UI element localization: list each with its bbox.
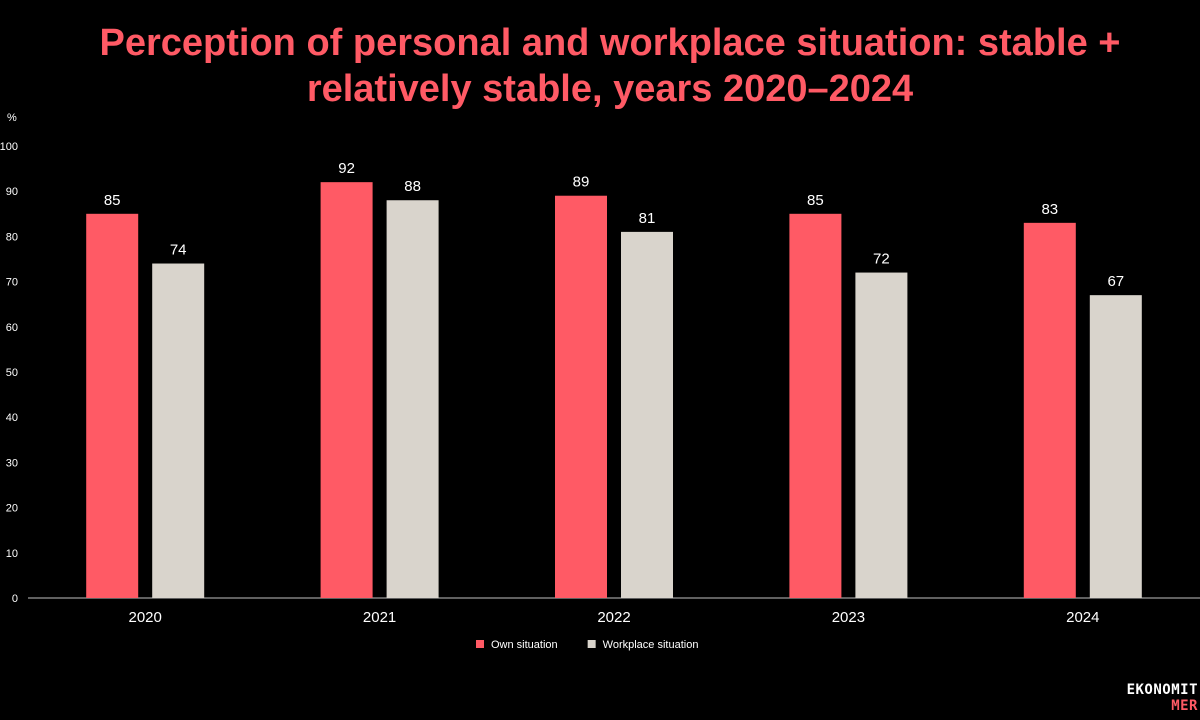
bar bbox=[386, 200, 439, 599]
bar bbox=[1023, 222, 1076, 598]
data-label: 67 bbox=[1107, 273, 1124, 290]
y-axis-unit-label: % bbox=[7, 112, 17, 124]
bar bbox=[621, 231, 673, 598]
title-line-1: Perception of personal and workplace sit… bbox=[99, 22, 1121, 64]
data-label: 83 bbox=[1041, 201, 1058, 218]
x-tick-label: 2024 bbox=[1066, 609, 1099, 626]
legend-label: Own situation bbox=[491, 639, 558, 651]
y-tick-label: 80 bbox=[6, 231, 18, 243]
y-tick-label: 20 bbox=[6, 503, 18, 515]
x-tick-label: 2020 bbox=[129, 609, 162, 626]
legend-label: Workplace situation bbox=[603, 639, 699, 651]
legend-swatch bbox=[587, 640, 596, 648]
data-label: 88 bbox=[404, 178, 421, 195]
data-label: 89 bbox=[573, 174, 590, 191]
bar bbox=[86, 213, 139, 599]
bar bbox=[855, 272, 908, 598]
data-label: 85 bbox=[104, 192, 121, 209]
title-line-2: relatively stable, years 2020–2024 bbox=[306, 68, 914, 110]
logo-line-2: MER bbox=[1171, 698, 1198, 714]
y-tick-label: 60 bbox=[6, 322, 18, 334]
y-tick-label: 70 bbox=[6, 277, 18, 289]
x-tick-label: 2023 bbox=[832, 609, 865, 626]
bar bbox=[320, 182, 373, 598]
data-label: 81 bbox=[639, 210, 656, 227]
x-tick-label: 2022 bbox=[597, 609, 630, 626]
y-tick-label: 100 bbox=[0, 141, 18, 153]
data-label: 74 bbox=[170, 242, 187, 259]
bar bbox=[1089, 295, 1142, 598]
logo-line-1: EKONOMIT bbox=[1126, 682, 1198, 698]
bar bbox=[152, 263, 205, 598]
bar bbox=[789, 213, 842, 599]
chart-title: Perception of personal and workplace sit… bbox=[20, 20, 1200, 112]
brand-logo: EKONOMIT MER bbox=[1127, 682, 1198, 714]
y-tick-label: 30 bbox=[6, 457, 18, 469]
y-tick-label: 90 bbox=[6, 186, 18, 198]
legend-swatch bbox=[476, 640, 484, 648]
y-tick-label: 50 bbox=[6, 367, 18, 379]
bar bbox=[555, 195, 607, 598]
data-label: 92 bbox=[338, 160, 355, 177]
y-tick-label: 0 bbox=[12, 593, 18, 605]
data-label: 72 bbox=[873, 251, 890, 268]
y-tick-label: 40 bbox=[6, 412, 18, 424]
x-tick-label: 2021 bbox=[363, 609, 396, 626]
data-label: 85 bbox=[807, 192, 824, 209]
y-tick-label: 10 bbox=[6, 548, 18, 560]
